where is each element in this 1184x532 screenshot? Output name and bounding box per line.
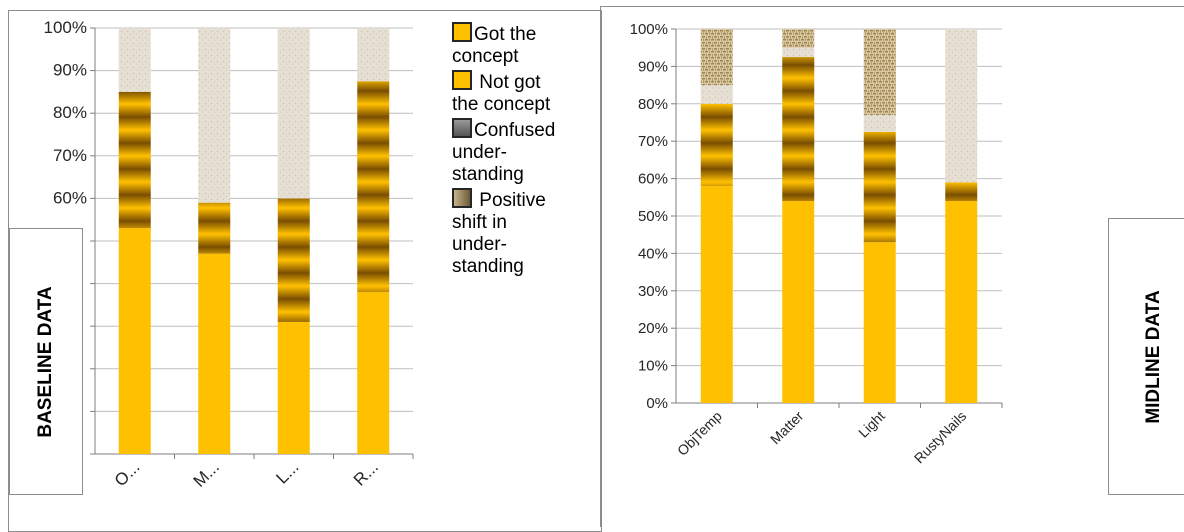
confused-swatch: [452, 118, 472, 138]
baseline-x-tick-label: M...: [190, 457, 223, 490]
midline-bar-not-got-1: [701, 104, 733, 186]
midline-bar-positive-shift-2: [782, 29, 814, 48]
midline-y-tick-label: 0%: [646, 395, 668, 412]
midline-bar-confused-1: [701, 85, 733, 104]
baseline-bar-got-1: [119, 228, 151, 454]
midline-y-tick-label: 20%: [638, 320, 668, 337]
midline-bar-confused-2: [782, 48, 814, 57]
midline-bar-got-3: [864, 242, 896, 403]
midline-bar-confused-3: [864, 115, 896, 132]
midline-bar-got-2: [782, 201, 814, 403]
midline-bar-not-got-4: [945, 182, 977, 201]
baseline-label: BASELINE DATA: [35, 286, 57, 437]
baseline-x-tick-label: R...: [350, 457, 382, 489]
baseline-bar-not-got-2: [198, 203, 230, 254]
baseline-y-tick-label: 80%: [53, 103, 87, 122]
midline-x-tick-label: Matter: [767, 408, 807, 448]
midline-y-tick-label: 60%: [638, 171, 668, 188]
baseline-bar-not-got-1: [119, 92, 151, 228]
baseline-bar-got-2: [198, 254, 230, 454]
positive-shift-swatch: [452, 188, 472, 208]
baseline-bar-got-4: [357, 292, 389, 454]
midline-x-tick-label: RustyNails: [911, 408, 970, 467]
legend-item-positive-shift: Positive shift in under- standing: [452, 188, 602, 278]
baseline-bar-not-got-3: [278, 198, 310, 322]
baseline-bar-got-3: [278, 322, 310, 454]
midline-label-box: MIDLINE DATA: [1108, 218, 1184, 495]
baseline-x-tick-label: O...: [111, 457, 144, 490]
midline-y-tick-label: 100%: [630, 21, 668, 38]
baseline-label-box: BASELINE DATA: [9, 228, 83, 495]
midline-bar-positive-shift-3: [864, 29, 896, 115]
midline-chart: 100% 90% 80% 70% 60% 50% 40% 30% 20% 10% 0% ObjTemp…: [630, 21, 1002, 466]
midline-y-tick-label: 90%: [638, 58, 668, 75]
midline-bar-not-got-2: [782, 57, 814, 201]
midline-x-tick-label: Light: [855, 408, 888, 441]
baseline-bar-not-got-4: [357, 81, 389, 292]
midline-y-tick-label: 80%: [638, 96, 668, 113]
baseline-bar-confused-3: [278, 28, 310, 198]
midline-y-tick-label: 30%: [638, 283, 668, 300]
baseline-y-tick-label: 100%: [44, 18, 87, 37]
midline-bar-got-1: [701, 186, 733, 403]
baseline-bar-confused-2: [198, 28, 230, 203]
midline-y-tick-label: 70%: [638, 133, 668, 150]
midline-y-tick-label: 50%: [638, 208, 668, 225]
midline-bar-positive-shift-1: [701, 29, 733, 85]
midline-y-tick-label: 40%: [638, 245, 668, 262]
baseline-bar-confused-1: [119, 28, 151, 92]
midline-label: MIDLINE DATA: [1143, 290, 1165, 423]
midline-x-tick-label: ObjTemp: [674, 408, 725, 459]
baseline-bar-confused-4: [357, 28, 389, 81]
legend: Got the concept Not got the concept Conf…: [452, 22, 602, 280]
midline-bar-not-got-3: [864, 132, 896, 242]
baseline-chart: 100% 90% 80% 70% 60% O... M... L... R...: [44, 18, 413, 491]
baseline-y-tick-label: 90%: [53, 61, 87, 80]
not-got-swatch: [452, 70, 472, 90]
baseline-x-tick-label: L...: [272, 457, 302, 487]
baseline-y-tick-label: 70%: [53, 146, 87, 165]
legend-item-not-got: Not got the concept: [452, 70, 602, 116]
legend-item-got: Got the concept: [452, 22, 602, 68]
got-swatch: [452, 22, 472, 42]
baseline-y-tick-label: 60%: [53, 188, 87, 207]
midline-bar-got-4: [945, 201, 977, 403]
chart-canvas: 100% 90% 80% 70% 60% O... M... L... R... 100% 90%…: [0, 0, 1184, 508]
midline-bar-confused-4: [945, 29, 977, 182]
legend-item-confused: Confused under- standing: [452, 118, 602, 186]
midline-y-tick-label: 10%: [638, 358, 668, 375]
